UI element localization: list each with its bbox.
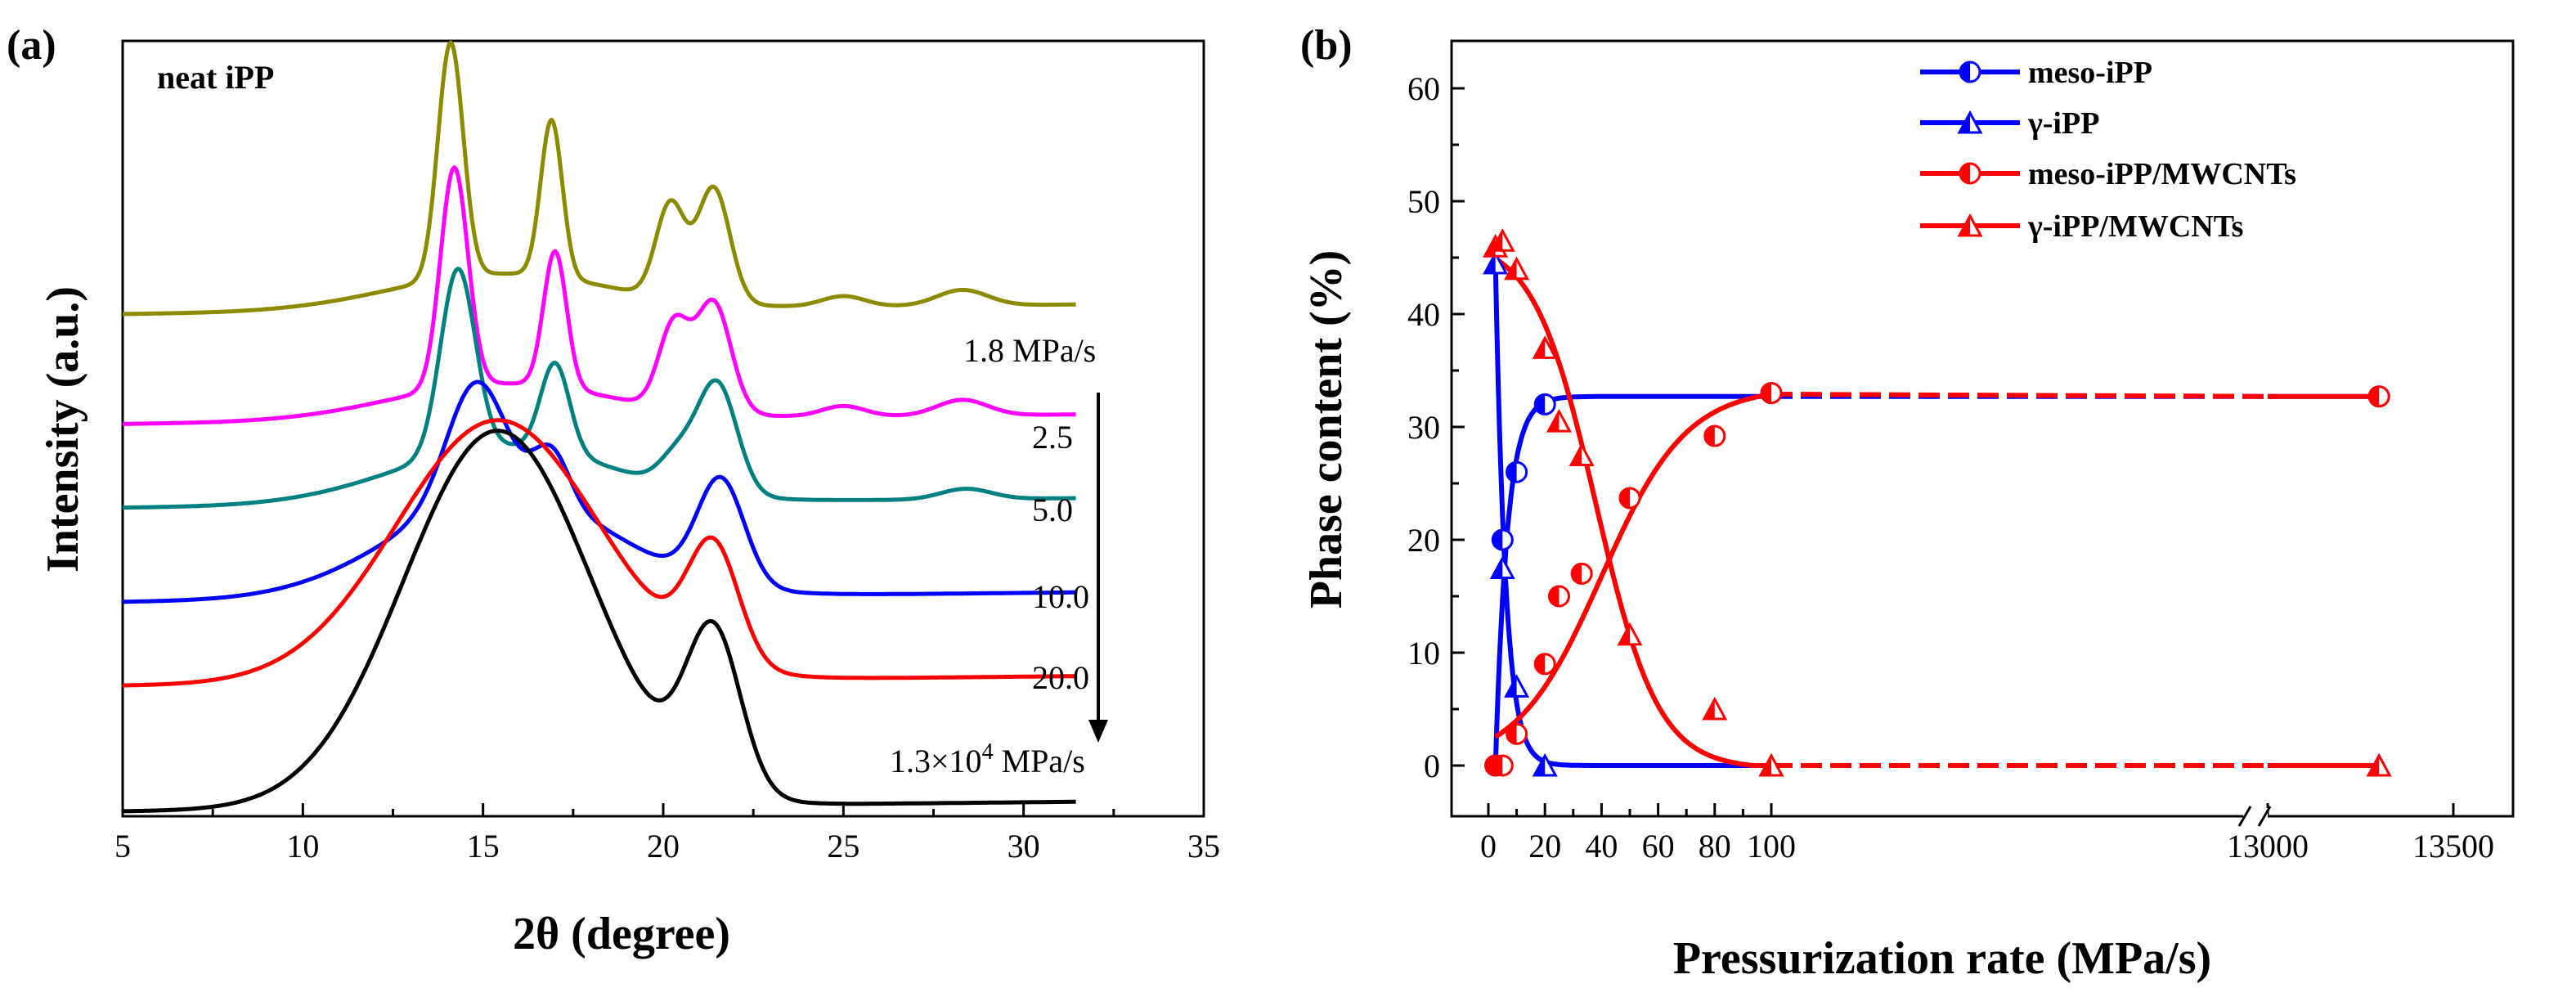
panel-b-y-tick-label: 30 [1407,409,1440,446]
panel-b-data-point-fill [1492,530,1503,550]
legend-label: γ-iPP [2027,106,2099,141]
panel-b-data-point-fill [1571,445,1582,465]
panel-b-frame [1450,39,2515,818]
panel-b-y-tick-label: 20 [1407,522,1440,559]
panel-a-subtitle: neat iPP [157,59,274,96]
panel-b-x-tick-label: 20 [1528,828,1561,865]
panel-a-series-line [122,267,1076,510]
panel-a-x-tick-label: 10 [286,828,319,865]
panel-b-data-point-fill [1484,253,1496,273]
panel-a: (a) neat iPP 5 10 15 20 25 30 35 1.8 MPa/s 2.5 5… [7,22,1220,959]
panel-b-y-tick-label: 10 [1407,635,1440,671]
legend-label: γ-iPP/MWCNTs [2027,209,2243,244]
panel-a-label: (a) [7,22,56,69]
legend-label: meso-iPP/MWCNTs [2028,157,2296,191]
panel-b-x-label: Pressurization rate (MPa/s) [1673,933,2211,984]
rate-arrow [1088,393,1108,743]
panel-b-data-point-fill [1704,426,1715,447]
legend-swatch-marker-fill [1960,164,1970,183]
panel-a-x-label: 2θ (degree) [513,909,730,959]
panel-a-series-label: 1.8 MPa/s [963,332,1096,369]
panel-a-x-ticks: 5 10 15 20 25 30 35 [114,803,1220,865]
panel-b-data-point-fill [2368,756,2380,775]
legend-swatch-marker-fill [1959,113,1970,132]
panel-a-series-line [122,379,1076,604]
legend-label: meso-iPP [2028,56,2152,90]
panel-b-data-point-fill [1506,462,1517,483]
panel-a-x-tick-label: 35 [1187,828,1220,865]
panel-b-data-point-fill [1506,676,1517,697]
panel-a-y-label: Intensity (a.u.) [38,286,88,573]
panel-a-x-tick-label: 20 [647,828,680,865]
panel-b-x-tick-label: 100 [1747,828,1796,865]
axis-break-mark-left [2237,806,2252,827]
panel-b-x-tick-label: 40 [1585,828,1618,865]
panel-b-data-point-fill [1492,231,1503,251]
axis-break-mark-right [2257,806,2272,827]
panel-a-series-label: 5.0 [1032,492,1073,528]
panel-b-data-point-fill [1572,564,1582,584]
panel-b-data-point-fill [1761,383,1771,403]
axis-break [2237,806,2272,827]
panel-b-fit-bridge [1770,392,2269,399]
panel-b-y-label: Phase content (%) [1301,250,1352,609]
legend-swatch-marker-fill [1959,216,1970,236]
panel-b-label: (b) [1300,22,1353,69]
panel-a-x-tick-label: 25 [827,828,859,865]
panel-a-series-label: 10.0 [1032,578,1089,615]
panel-a-x-tick-label: 15 [467,828,500,865]
panel-b-ticks: 0 10 20 30 40 50 60 0 20 40 60 80 100 13000 13500 [1407,70,2494,865]
panel-b-data-point-fill [1506,724,1517,744]
panel-b-fit-curve [1492,393,2380,766]
panel-b-data-point-fill [1620,487,1630,508]
panel-b-data-point-fill [1703,699,1715,719]
panel-b-data-point-fill [1548,411,1560,432]
panel-a-x-tick-label: 30 [1008,828,1040,865]
panel-b-fit-curves [1492,256,2380,768]
panel-a-x-tick-label: 5 [114,828,131,865]
panel-b-legend: meso-iPP γ-iPP meso-iPP/MWCNTs γ-iPP/MWCNTs [1920,56,2296,244]
panel-a-series-label: 20.0 [1032,659,1089,696]
panel-a-series [122,40,1076,814]
rate-arrow-head [1088,720,1108,743]
panel-b-y-tick-label: 0 [1424,748,1440,784]
panel-b-x-tick-label: 13000 [2227,828,2309,865]
panel-a-series-label: 1.3×104 MPa/s [890,739,1085,779]
panel-a-series-line [122,40,1076,317]
panel-b-data-point-fill [2369,386,2380,406]
panel-b-data-point-fill [1549,586,1560,606]
panel-b-y-tick-label: 50 [1407,183,1440,220]
panel-a-series-labels: 1.8 MPa/s 2.5 5.0 10.0 20.0 1.3×104 MPa/s [890,332,1096,779]
panel-b-x-tick-label: 13500 [2412,828,2494,865]
panel-b-x-tick-label: 0 [1480,828,1497,865]
panel-a-series-label: 2.5 [1032,419,1073,456]
panel-b-fit-curve [1494,392,2380,739]
panel-b-data-point-fill [1492,558,1503,578]
panel-a-series-line [122,418,1076,688]
legend-swatch-marker-fill [1960,62,1970,82]
panel-b-fit-curve [1494,256,2380,768]
panel-b-y-tick-label: 60 [1407,70,1440,107]
panel-a-series-line [122,165,1076,426]
panel-b-data-point-fill [1492,756,1503,775]
panel-b-data-point-fill [1534,338,1546,358]
panel-a-series-line [122,429,1076,814]
panel-b-data-points [1483,228,2392,777]
panel-b-data-point-fill [1535,394,1546,415]
panel-b-data-point-fill [1619,624,1630,644]
panel-b-data-point-fill [1535,653,1546,674]
panel-b-x-tick-label: 60 [1642,828,1675,865]
panel-b-y-tick-label: 40 [1407,296,1440,333]
panel-b-data-point-fill [1534,756,1546,775]
panel-b-data-point-fill [1506,258,1517,279]
panel-b-data-point-fill [1761,756,1771,775]
panel-b-x-tick-label: 80 [1699,828,1731,865]
